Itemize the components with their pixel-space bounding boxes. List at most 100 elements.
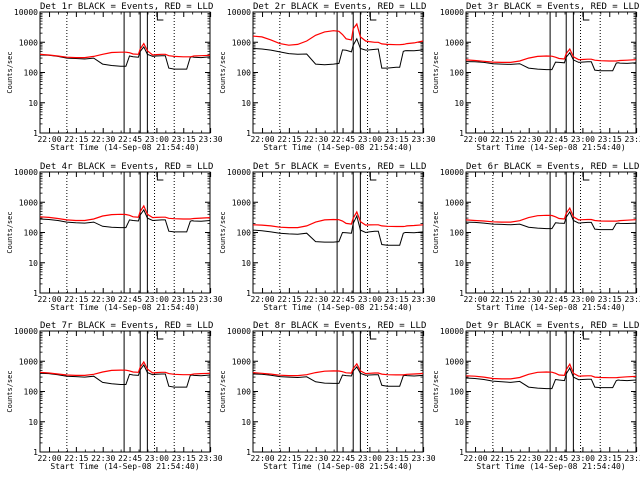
x-tick-label: 23:30 — [412, 454, 436, 463]
x-tick-label: 22:00 — [250, 135, 274, 144]
series-line-events — [252, 214, 424, 246]
y-tick-label: 10 — [241, 259, 251, 268]
x-tick-label: 22:00 — [463, 295, 487, 304]
x-tick-label: 23:15 — [385, 295, 409, 304]
x-tick-label: 23:30 — [199, 135, 223, 144]
series-line-events — [252, 37, 424, 69]
x-axis-label: Start Time (14-Sep-08 21:54:40) — [50, 143, 199, 152]
x-tick-label: 22:00 — [37, 135, 61, 144]
series-line-events — [465, 51, 637, 72]
chart-panel-4: Det 4r BLACK = Events, RED = LLD 1 10 100 10… — [6, 162, 223, 312]
chart-title: Det 2r BLACK = Events, RED = LLD — [253, 2, 426, 12]
x-tick-label: 22:45 — [544, 295, 568, 304]
y-tick-label: 100 — [237, 69, 252, 78]
y-tick-label: 1000 — [445, 38, 464, 47]
y-tick-label: 100 — [450, 69, 465, 78]
y-tick-label: 1 — [459, 448, 464, 457]
x-tick-label: 22:30 — [91, 135, 115, 144]
chart-title: Det 9r BLACK = Events, RED = LLD — [466, 321, 639, 331]
y-tick-label: 10000 — [227, 8, 251, 17]
y-tick-label: 100 — [24, 69, 39, 78]
x-tick-label: 22:15 — [490, 295, 514, 304]
y-tick-label: 10 — [28, 99, 38, 108]
x-tick-label: 22:30 — [517, 454, 541, 463]
x-tick-label: 22:15 — [490, 454, 514, 463]
series-line-lld — [252, 22, 424, 46]
y-tick-label: 1 — [246, 289, 251, 298]
y-tick-label: 100 — [237, 229, 252, 238]
y-tick-label: 100 — [24, 229, 39, 238]
top-bracket-mark — [156, 172, 164, 181]
y-tick-label: 100 — [237, 388, 252, 397]
y-tick-label: 10 — [454, 99, 464, 108]
x-axis-label: Start Time (14-Sep-08 21:54:40) — [50, 303, 199, 312]
y-tick-label: 1 — [459, 289, 464, 298]
series-line-lld — [252, 210, 424, 229]
x-tick-label: 22:45 — [544, 135, 568, 144]
y-axis-label: Counts/sec — [432, 211, 440, 253]
y-axis-label: Counts/sec — [6, 51, 14, 93]
x-tick-label: 22:00 — [250, 454, 274, 463]
x-axis-label: Start Time (14-Sep-08 21:54:40) — [476, 462, 625, 471]
top-bracket-mark — [582, 12, 590, 21]
y-tick-label: 10000 — [227, 168, 251, 177]
y-tick-label: 10000 — [14, 168, 38, 177]
y-tick-label: 100 — [24, 388, 39, 397]
x-tick-label: 22:45 — [544, 454, 568, 463]
chart-panel-7: Det 7r BLACK = Events, RED = LLD 1 10 100 10… — [6, 321, 223, 471]
x-tick-label: 22:00 — [250, 295, 274, 304]
x-tick-label: 23:00 — [145, 454, 169, 463]
top-bracket-mark — [156, 12, 164, 21]
chart-panel-1: Det 1r BLACK = Events, RED = LLD 1 10 100 10… — [6, 2, 223, 152]
x-tick-label: 22:45 — [118, 135, 142, 144]
series-line-events — [39, 45, 211, 70]
x-tick-label: 22:15 — [64, 295, 88, 304]
y-tick-label: 10000 — [227, 327, 251, 336]
x-tick-label: 23:30 — [199, 454, 223, 463]
chart-title: Det 4r BLACK = Events, RED = LLD — [40, 162, 213, 172]
y-tick-label: 10 — [28, 259, 38, 268]
x-tick-label: 23:00 — [145, 295, 169, 304]
x-tick-label: 23:15 — [598, 454, 622, 463]
x-tick-label: 23:30 — [412, 295, 436, 304]
y-axis-label: Counts/sec — [219, 370, 227, 412]
x-tick-label: 22:15 — [277, 454, 301, 463]
chart-panel-6: Det 6r BLACK = Events, RED = LLD 1 10 100 10… — [432, 162, 640, 312]
y-tick-label: 1000 — [445, 198, 464, 207]
y-axis-label: Counts/sec — [432, 51, 440, 93]
y-tick-label: 100 — [450, 229, 465, 238]
x-tick-label: 23:00 — [145, 135, 169, 144]
x-tick-label: 23:15 — [385, 135, 409, 144]
y-tick-label: 10000 — [440, 8, 464, 17]
y-tick-label: 1000 — [232, 38, 251, 47]
y-tick-label: 1000 — [232, 198, 251, 207]
series-line-lld — [39, 360, 211, 376]
x-tick-label: 22:45 — [331, 454, 355, 463]
x-tick-label: 23:15 — [385, 454, 409, 463]
series-line-events — [465, 210, 637, 231]
chart-panel-3: Det 3r BLACK = Events, RED = LLD 1 10 100 10… — [432, 2, 640, 152]
series-line-lld — [39, 204, 211, 222]
y-tick-label: 1000 — [232, 357, 251, 366]
y-tick-label: 10 — [454, 259, 464, 268]
x-tick-label: 22:15 — [64, 135, 88, 144]
y-tick-label: 1 — [33, 129, 38, 138]
chart-title: Det 5r BLACK = Events, RED = LLD — [253, 162, 426, 172]
series-line-lld — [252, 362, 424, 377]
x-tick-label: 22:30 — [91, 454, 115, 463]
chart-panel-5: Det 5r BLACK = Events, RED = LLD 1 10 100 10… — [219, 162, 436, 312]
x-tick-label: 23:00 — [571, 135, 595, 144]
x-tick-label: 23:30 — [625, 295, 640, 304]
x-tick-label: 22:30 — [91, 295, 115, 304]
top-bracket-mark — [369, 331, 377, 340]
y-tick-label: 1 — [459, 129, 464, 138]
x-axis-label: Start Time (14-Sep-08 21:54:40) — [263, 143, 412, 152]
y-tick-label: 10000 — [14, 8, 38, 17]
y-tick-label: 1000 — [19, 38, 38, 47]
chart-title: Det 1r BLACK = Events, RED = LLD — [40, 2, 213, 12]
y-axis-label: Counts/sec — [432, 370, 440, 412]
x-tick-label: 22:30 — [517, 135, 541, 144]
x-axis-label: Start Time (14-Sep-08 21:54:40) — [50, 462, 199, 471]
x-axis-label: Start Time (14-Sep-08 21:54:40) — [476, 143, 625, 152]
